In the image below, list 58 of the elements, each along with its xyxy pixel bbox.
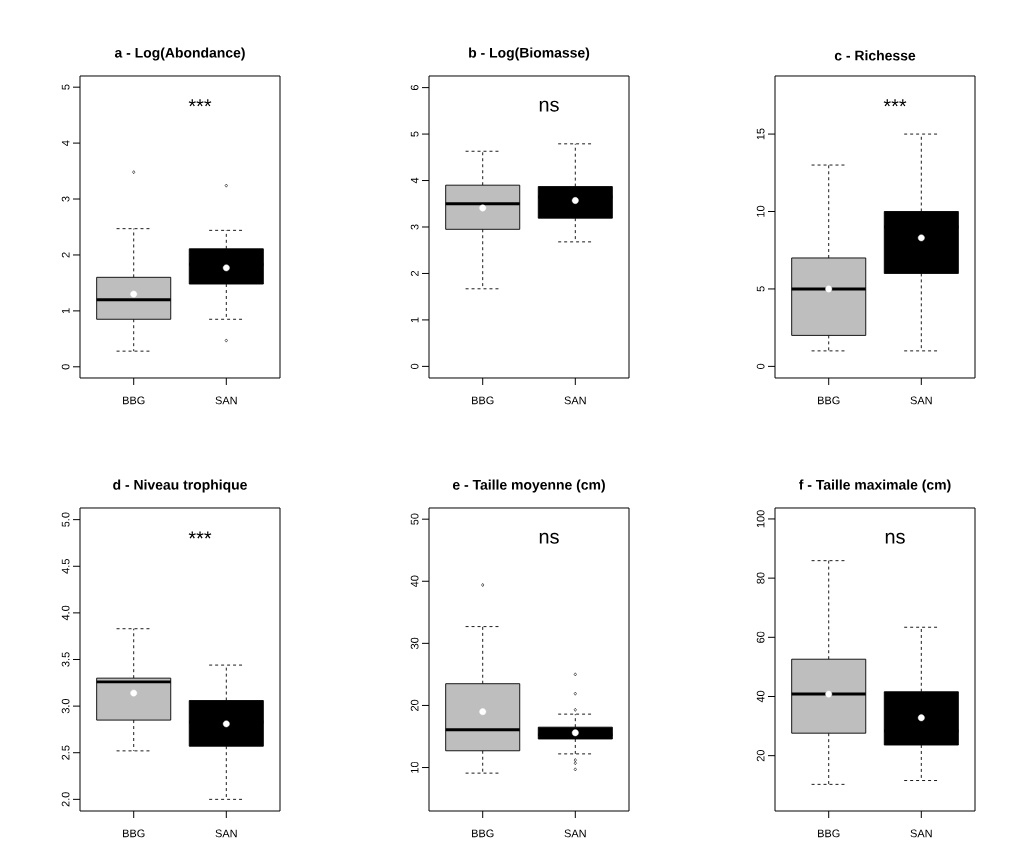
y-tick-label: 15 [756,128,765,140]
y-tick-label: 20 [410,699,419,711]
annotation: ns [539,532,559,544]
y-tick-label: 1 [410,317,419,323]
y-tick-label: 60 [756,631,765,643]
x-tick-label: SAN [564,396,586,405]
x-tick-label: BBG [123,396,145,405]
y-tick-label: 4.0 [61,605,70,621]
y-tick-label: 100 [756,510,765,528]
y-tick-label: 0 [756,363,765,369]
chart-title: b - Log(Biomasse) [469,47,590,61]
x-tick-label: BBG [472,396,494,405]
x-tick-label: SAN [910,396,932,405]
y-tick-label: 3.5 [61,652,70,667]
y-tick-label: 30 [410,637,419,650]
y-tick-label: 5 [756,286,765,292]
chart-title: e - Taille moyenne (cm) [452,479,605,493]
chart-title: f - Taille maximale (cm) [799,479,951,493]
annotation: *** [883,99,907,107]
y-tick-label: 2.0 [61,792,70,807]
y-tick-label: 3 [61,196,70,202]
y-tick-label: 3 [410,224,419,230]
x-tick-label: SAN [215,396,237,405]
y-tick-label: 10 [756,205,765,217]
y-tick-label: 2.5 [61,745,70,760]
y-tick-label: 2 [410,270,419,276]
y-tick-label: 6 [410,85,419,91]
y-tick-label: 2 [61,252,70,258]
x-tick-label: BBG [472,829,494,838]
y-tick-label: 0 [61,364,70,370]
y-tick-label: 1 [61,308,70,314]
chart-title: a - Log(Abondance) [114,47,245,61]
x-tick-label: BBG [818,829,840,838]
y-tick-label: 40 [410,575,419,588]
y-tick-label: 20 [756,750,765,762]
annotation: ns [539,100,559,112]
x-tick-label: SAN [215,829,237,838]
x-tick-label: BBG [123,829,145,838]
annotation: *** [188,99,212,107]
y-tick-label: 5 [61,84,70,90]
y-tick-label: 50 [410,513,419,525]
y-tick-label: 3.0 [61,698,70,714]
annotation: ns [885,532,905,544]
y-tick-label: 4 [61,140,70,146]
y-tick-label: 4 [410,177,419,184]
chart-title: d - Niveau trophique [113,479,247,493]
chart-title: c - Richesse [834,50,916,61]
x-tick-label: SAN [910,829,932,838]
x-tick-label: SAN [564,829,586,838]
y-tick-label: 40 [756,690,765,703]
y-tick-label: 80 [756,572,765,584]
x-tick-label: BBG [818,396,840,405]
y-tick-label: 4.5 [61,559,70,574]
y-tick-label: 10 [410,761,419,773]
y-tick-label: 0 [410,363,419,369]
annotation: *** [188,531,212,539]
y-tick-label: 5 [410,131,419,137]
y-tick-label: 5.0 [61,512,70,527]
